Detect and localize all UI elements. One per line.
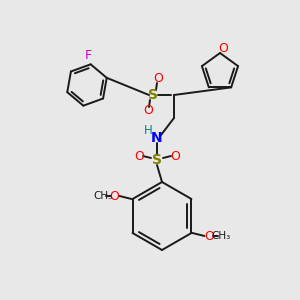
Text: O: O	[110, 190, 119, 202]
Text: O: O	[170, 149, 180, 163]
Text: S: S	[152, 153, 162, 167]
Text: O: O	[205, 230, 214, 242]
Text: S: S	[148, 88, 158, 102]
Text: CH₃: CH₃	[93, 191, 112, 201]
Text: O: O	[153, 73, 163, 85]
Text: CH₃: CH₃	[212, 231, 231, 241]
Text: O: O	[134, 149, 144, 163]
Text: F: F	[85, 49, 92, 62]
Text: N: N	[151, 131, 163, 145]
Text: H: H	[144, 124, 152, 137]
Text: O: O	[218, 41, 228, 55]
Text: O: O	[143, 104, 153, 118]
